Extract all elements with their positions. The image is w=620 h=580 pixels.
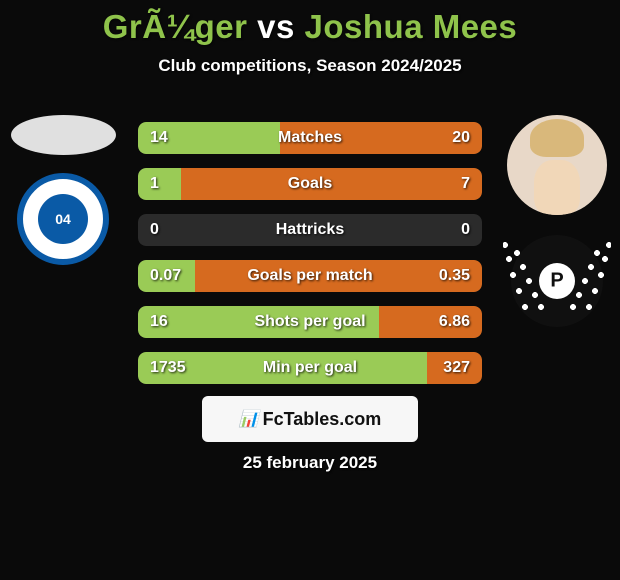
left-player-column	[8, 115, 118, 265]
player2-club-badge	[511, 235, 603, 327]
date-label: 25 february 2025	[0, 453, 620, 473]
stat-value-right: 6.86	[439, 306, 470, 338]
brand-logo-icon: 📊	[239, 409, 259, 429]
stat-value-right: 20	[452, 122, 470, 154]
page-title: GrÃ¼ger vs Joshua Mees	[0, 0, 620, 46]
stat-row: 16Shots per goal6.86	[138, 306, 482, 338]
stat-label: Matches	[138, 122, 482, 154]
stat-value-right: 327	[443, 352, 470, 384]
stat-label: Min per goal	[138, 352, 482, 384]
stat-label: Hattricks	[138, 214, 482, 246]
comparison-card: GrÃ¼ger vs Joshua Mees Club competitions…	[0, 0, 620, 580]
brand-text: FcTables.com	[263, 409, 382, 430]
stat-row: 1Goals7	[138, 168, 482, 200]
brand-badge: 📊 FcTables.com	[202, 396, 418, 442]
stat-value-right: 7	[461, 168, 470, 200]
stat-value-right: 0	[461, 214, 470, 246]
player1-club-badge	[17, 173, 109, 265]
stat-label: Goals per match	[138, 260, 482, 292]
subtitle: Club competitions, Season 2024/2025	[0, 56, 620, 76]
stats-bars: 14Matches20 1Goals7 0Hattricks0 0.07Goals p…	[138, 122, 482, 398]
stat-value-right: 0.35	[439, 260, 470, 292]
title-player1: GrÃ¼ger	[103, 8, 248, 45]
stat-label: Shots per goal	[138, 306, 482, 338]
stat-label: Goals	[138, 168, 482, 200]
stat-row: 0Hattricks0	[138, 214, 482, 246]
player1-avatar	[11, 115, 116, 155]
title-vs: vs	[257, 8, 295, 45]
stat-row: 0.07Goals per match0.35	[138, 260, 482, 292]
right-player-column	[502, 115, 612, 327]
stat-row: 14Matches20	[138, 122, 482, 154]
title-player2: Joshua Mees	[305, 8, 518, 45]
player2-avatar	[507, 115, 607, 215]
stat-row: 1735Min per goal327	[138, 352, 482, 384]
